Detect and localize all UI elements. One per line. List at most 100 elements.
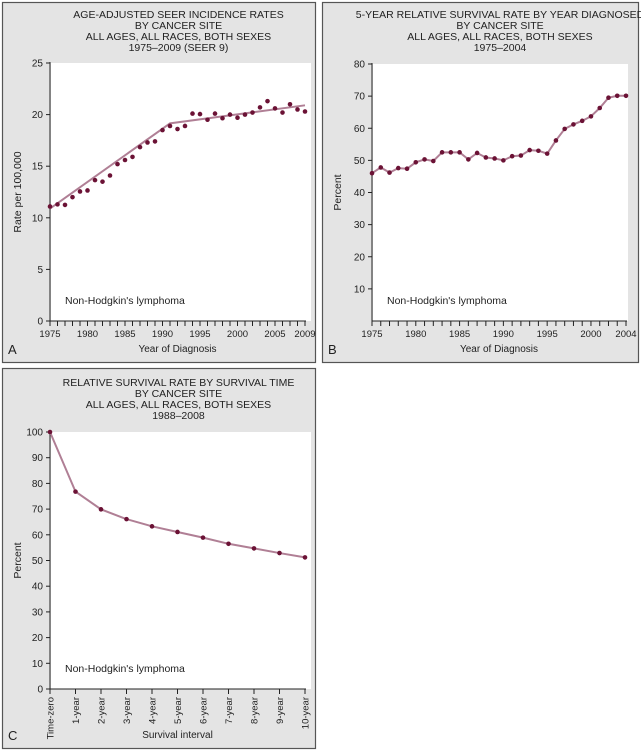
y-tick-label: 70 xyxy=(32,505,44,516)
data-point xyxy=(518,153,524,158)
data-point xyxy=(606,95,611,101)
chart-title-line: ALL AGES, ALL RACES, BOTH SEXES xyxy=(86,31,271,43)
data-point xyxy=(422,157,427,162)
x-tick-label: 2004 xyxy=(615,329,636,340)
y-tick-label: 30 xyxy=(354,220,366,231)
data-point xyxy=(378,165,384,170)
y-axis-label: Percent xyxy=(12,542,24,578)
annotation: Non-Hodgkin's lymphoma xyxy=(65,295,185,307)
data-point xyxy=(130,154,135,160)
data-point xyxy=(439,150,445,155)
y-axis-label: Rate per 100,000 xyxy=(12,151,24,232)
chart-title-line: ALL AGES, ALL RACES, BOTH SEXES xyxy=(86,399,271,411)
data-point xyxy=(70,194,75,200)
data-point xyxy=(501,158,506,163)
data-point xyxy=(73,489,78,494)
data-point xyxy=(544,151,550,156)
data-point xyxy=(77,189,83,194)
data-point xyxy=(145,140,150,145)
data-point xyxy=(226,541,231,547)
x-axis-label: Year of Diagnosis xyxy=(138,344,216,355)
x-tick-label: 1-year xyxy=(71,697,82,724)
data-point xyxy=(395,165,401,171)
data-point xyxy=(597,105,603,111)
x-tick-label: 8-year xyxy=(250,697,261,724)
panel-label: B xyxy=(328,342,337,357)
data-point xyxy=(492,156,497,161)
y-tick-label: 30 xyxy=(32,607,44,618)
chart-title-line: 1975–2009 (SEER 9) xyxy=(129,42,229,54)
data-point xyxy=(47,429,53,435)
data-point xyxy=(205,117,210,123)
x-tick-label: 2000 xyxy=(580,329,601,340)
y-tick-label: 90 xyxy=(32,453,44,464)
data-point xyxy=(280,110,285,115)
data-point xyxy=(197,111,203,117)
data-point xyxy=(250,110,255,115)
y-tick-label: 5 xyxy=(37,265,43,276)
data-point xyxy=(122,157,128,163)
x-tick-label: 4-year xyxy=(148,697,159,724)
annotation: Non-Hodgkin's lymphoma xyxy=(65,663,185,675)
x-tick-label: 2-year xyxy=(97,697,108,724)
y-tick-label: 20 xyxy=(354,252,366,263)
y-tick-label: 40 xyxy=(354,188,366,199)
data-point xyxy=(62,202,68,208)
data-point xyxy=(457,150,462,155)
x-tick-label: 1980 xyxy=(77,329,98,340)
data-point xyxy=(588,114,594,119)
data-point xyxy=(167,123,173,129)
data-point xyxy=(272,106,278,111)
data-point xyxy=(85,188,90,193)
data-point xyxy=(100,179,105,184)
y-tick-label: 50 xyxy=(32,556,44,567)
y-tick-label: 20 xyxy=(32,110,44,121)
y-tick-label: 70 xyxy=(354,92,366,103)
y-tick-label: 60 xyxy=(32,530,44,541)
panel-c: RELATIVE SURVIVAL RATE BY SURVIVAL TIMEB… xyxy=(1,367,317,750)
data-point xyxy=(369,170,375,176)
x-tick-label: 7-year xyxy=(224,697,235,724)
y-tick-label: 0 xyxy=(37,317,43,328)
data-point xyxy=(536,148,541,154)
chart-title-line: BY CANCER SITE xyxy=(135,20,222,32)
data-point xyxy=(200,535,206,540)
x-tick-label: 9-year xyxy=(275,697,286,724)
data-point xyxy=(220,115,225,121)
data-point xyxy=(579,118,585,124)
data-point xyxy=(571,122,576,127)
x-tick-label: 5-year xyxy=(173,697,184,724)
y-tick-label: 20 xyxy=(32,633,44,644)
chart-title-line: 1988–2008 xyxy=(152,410,205,422)
data-point xyxy=(149,524,155,529)
x-tick-label: 1995 xyxy=(537,329,558,340)
data-point xyxy=(182,123,188,129)
data-point xyxy=(137,144,143,150)
data-point xyxy=(152,139,158,144)
y-tick-label: 100 xyxy=(26,428,43,439)
panel-label: C xyxy=(8,728,17,743)
data-point xyxy=(431,158,436,164)
chart-title-line: 5-YEAR RELATIVE SURVIVAL RATE BY YEAR DI… xyxy=(356,9,641,21)
plot-area xyxy=(373,64,628,321)
x-tick-label: 2009 xyxy=(294,329,315,340)
panel-label: A xyxy=(8,342,17,357)
data-point xyxy=(124,516,129,522)
data-point xyxy=(227,112,233,117)
x-tick-label: 2000 xyxy=(227,329,248,340)
data-point xyxy=(483,155,489,160)
data-point xyxy=(413,160,419,165)
data-point xyxy=(257,105,263,110)
y-tick-label: 10 xyxy=(32,659,44,670)
plot-area xyxy=(51,432,311,689)
data-point xyxy=(242,112,248,117)
x-axis-label: Year of Diagnosis xyxy=(460,344,538,355)
x-tick-label: 1985 xyxy=(114,329,135,340)
y-tick-label: 15 xyxy=(32,162,44,173)
x-tick-label: 3-year xyxy=(122,697,133,724)
x-tick-label: 1990 xyxy=(493,329,514,340)
chart-title-line: RELATIVE SURVIVAL RATE BY SURVIVAL TIME xyxy=(63,377,295,389)
data-point xyxy=(265,98,270,104)
x-tick-label: 1985 xyxy=(449,329,470,340)
